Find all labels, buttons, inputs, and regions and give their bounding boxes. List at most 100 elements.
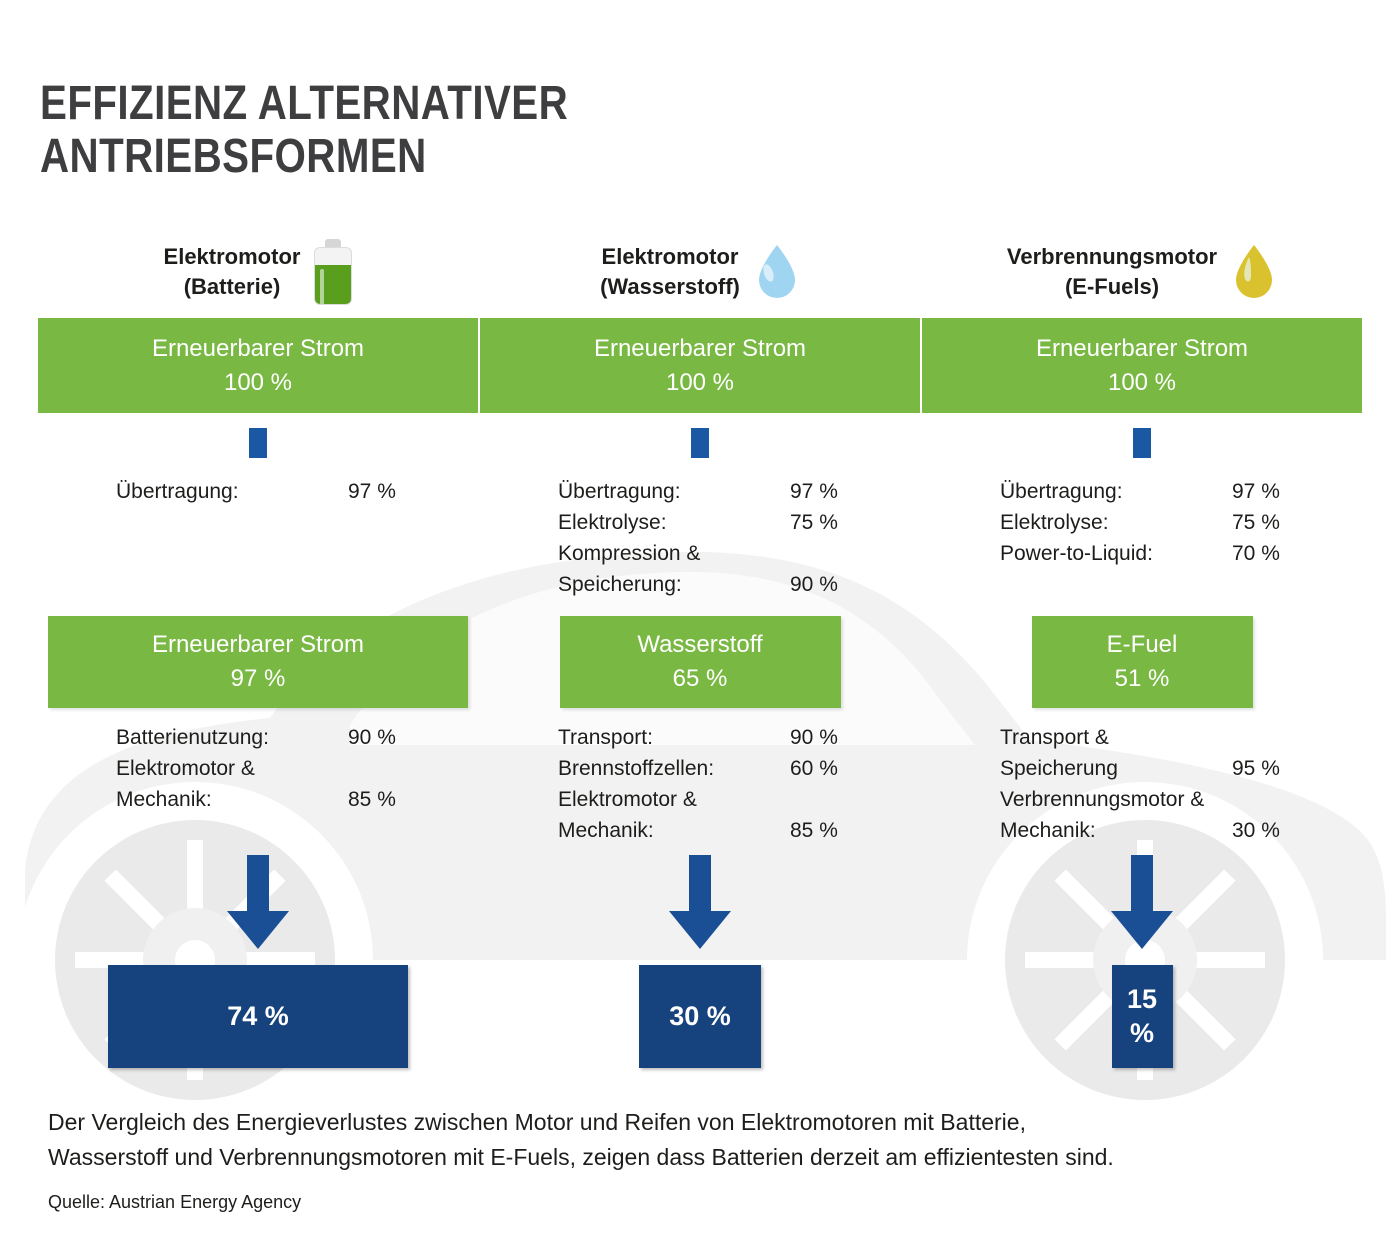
efuels-source-band: Erneuerbarer Strom 100 % — [922, 318, 1362, 413]
efuels-connector — [1133, 428, 1151, 458]
efuels-connector-band — [922, 413, 1362, 470]
hydrogen-arrow-band — [480, 855, 920, 965]
step-label: Elektromotor & — [558, 788, 697, 811]
step-label: Speicherung: — [558, 573, 682, 596]
battery-connector-band — [38, 413, 478, 470]
step-row: Übertragung: 97 % — [38, 476, 478, 507]
step-label: Power-to-Liquid: — [1000, 542, 1153, 565]
step-row: Elektromotor & — [480, 784, 920, 815]
hydrogen-mid-label: Wasserstoff — [637, 631, 763, 659]
hydrogen-mid-value: 65 % — [672, 665, 728, 692]
step-label: Übertragung: — [558, 480, 681, 503]
step-row: Speicherung: 90 % — [480, 569, 920, 600]
efuels-upper-steps: Übertragung: 97 % Elektrolyse: 75 % Powe… — [922, 470, 1362, 616]
step-value: 97 % — [348, 480, 396, 503]
battery-cap — [325, 238, 342, 247]
hydrogen-mid-bar: Wasserstoff 65 % — [559, 616, 841, 708]
down-arrow-icon — [1131, 855, 1153, 911]
footer-line-1: Der Vergleich des Energieverlustes zwisc… — [48, 1109, 1026, 1135]
step-label: Mechanik: — [558, 819, 654, 842]
step-label: Verbrennungsmotor & — [1000, 788, 1205, 811]
hydrogen-result-value: 30 % — [669, 1000, 731, 1031]
step-value — [790, 784, 886, 815]
battery-result-band: 74 % — [38, 965, 478, 1068]
step-label: Brennstoffzellen: — [558, 757, 715, 780]
step-row: Mechanik: 30 % — [922, 815, 1362, 846]
column-hydrogen-title: Elektromotor (Wasserstoff) — [600, 242, 740, 301]
step-value: 97 % — [790, 480, 838, 503]
column-hydrogen-title-line1: Elektromotor — [601, 243, 739, 269]
battery-icon — [314, 238, 353, 305]
hydrogen-source-band: Erneuerbarer Strom 100 % — [480, 318, 920, 413]
step-label: Elektrolyse: — [558, 511, 667, 534]
efuels-arrow-band — [922, 855, 1362, 965]
efuels-result-band: 15 % — [922, 965, 1362, 1068]
step-row: Brennstoffzellen: 60 % — [480, 753, 920, 784]
water-drop-icon — [758, 244, 795, 298]
step-label: Elektromotor & — [116, 757, 255, 780]
step-row: Transport & — [922, 722, 1362, 753]
step-row: Übertragung: 97 % — [922, 476, 1362, 507]
step-value: 95 % — [1232, 757, 1280, 780]
battery-mid-band: Erneuerbarer Strom 97 % — [38, 616, 478, 708]
step-row: Batterienutzung: 90 % — [38, 722, 478, 753]
battery-source-label: Erneuerbarer Strom — [151, 334, 365, 362]
step-value — [1232, 784, 1328, 815]
battery-source-value: 100 % — [223, 368, 293, 396]
step-label: Übertragung: — [1000, 480, 1123, 503]
step-value: 30 % — [1232, 819, 1280, 842]
step-value: 90 % — [790, 573, 838, 596]
step-row: Verbrennungsmotor & — [922, 784, 1362, 815]
step-row: Übertragung: 97 % — [480, 476, 920, 507]
step-value: 90 % — [348, 726, 396, 749]
battery-mid-label: Erneuerbarer Strom — [151, 631, 365, 659]
down-arrow-icon — [247, 855, 269, 911]
hydrogen-result-band: 30 % — [480, 965, 920, 1068]
footer-caption: Der Vergleich des Energieverlustes zwisc… — [48, 1105, 1114, 1174]
columns-container: Elektromotor (Batterie) Erneuerbarer Str… — [38, 225, 1362, 1068]
step-value — [348, 753, 444, 784]
hydrogen-lower-steps: Transport: 90 % Brennstoffzellen: 60 % E… — [480, 708, 920, 855]
column-battery: Elektromotor (Batterie) Erneuerbarer Str… — [38, 225, 478, 1068]
step-value: 75 % — [1232, 511, 1280, 534]
hydrogen-source-bar: Erneuerbarer Strom 100 % — [480, 318, 920, 413]
battery-source-bar: Erneuerbarer Strom 100 % — [38, 318, 478, 413]
step-value — [790, 538, 886, 569]
step-row: Kompression & — [480, 538, 920, 569]
battery-connector — [249, 428, 267, 458]
down-arrow-head — [669, 911, 731, 949]
step-row: Speicherung 95 % — [922, 753, 1362, 784]
step-value: 97 % — [1232, 480, 1280, 503]
efuels-mid-value: 51 % — [1114, 665, 1170, 692]
down-arrow-head — [227, 911, 289, 949]
step-value: 85 % — [790, 819, 838, 842]
efuels-result-box: 15 % — [1111, 965, 1173, 1068]
battery-source-band: Erneuerbarer Strom 100 % — [38, 318, 478, 413]
title-line-2: ANTRIEBSFORMEN — [40, 129, 427, 183]
battery-mid-bar: Erneuerbarer Strom 97 % — [48, 616, 468, 708]
step-value: 85 % — [348, 788, 396, 811]
step-row: Elektrolyse: 75 % — [480, 507, 920, 538]
column-hydrogen-title-line2: (Wasserstoff) — [600, 273, 740, 299]
step-label: Transport & — [1000, 726, 1109, 749]
battery-lower-steps: Batterienutzung: 90 % Elektromotor & Mec… — [38, 708, 478, 855]
source-note: Quelle: Austrian Energy Agency — [48, 1192, 302, 1212]
battery-arrow-band — [38, 855, 478, 965]
down-arrow-icon — [689, 855, 711, 911]
efuels-source-bar: Erneuerbarer Strom 100 % — [922, 318, 1362, 413]
column-efuels-header: Verbrennungsmotor (E-Fuels) — [922, 225, 1362, 318]
battery-body — [314, 246, 353, 305]
hydrogen-mid-band: Wasserstoff 65 % — [480, 616, 920, 708]
step-label: Mechanik: — [116, 788, 212, 811]
step-row: Mechanik: 85 % — [480, 815, 920, 846]
column-hydrogen: Elektromotor (Wasserstoff) Erneuerbarer … — [480, 225, 920, 1068]
step-value — [1232, 722, 1328, 753]
step-value: 60 % — [790, 757, 838, 780]
step-row: Power-to-Liquid: 70 % — [922, 538, 1362, 569]
step-value: 90 % — [790, 726, 838, 749]
battery-upper-steps: Übertragung: 97 % — [38, 470, 478, 616]
column-efuels-title-line1: Verbrennungsmotor — [1006, 243, 1218, 269]
efuels-mid-label: E-Fuel — [1106, 631, 1178, 659]
battery-mid-value: 97 % — [230, 665, 286, 692]
